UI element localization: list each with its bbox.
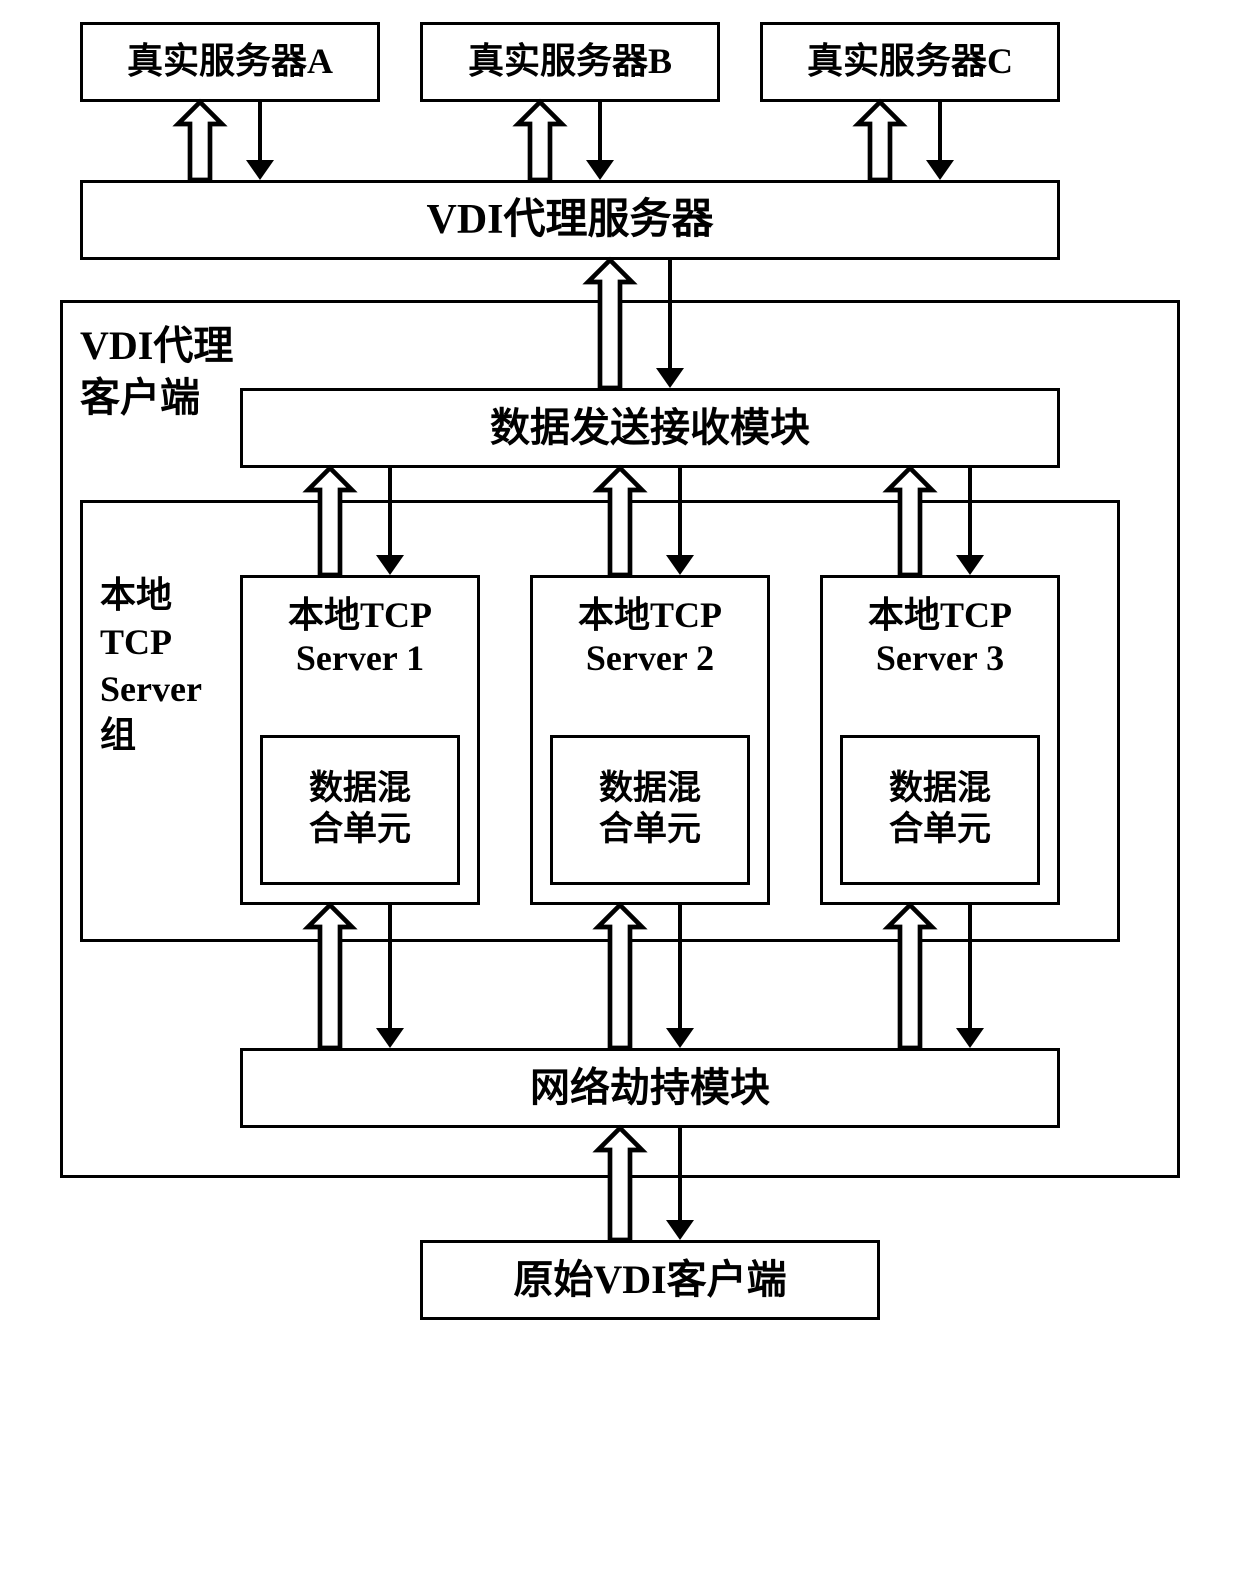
data-mix-unit-3: 数据混 合单元 — [840, 735, 1040, 885]
network-hijack-module: 网络劫持模块 — [240, 1048, 1060, 1128]
server-a: 真实服务器A — [80, 22, 380, 102]
local-tcp-server-2-title: 本地TCP Server 2 — [533, 594, 767, 680]
tcp-group-label: 本地 TCP Server 组 — [100, 572, 202, 759]
vdi-client-label: VDI代理 客户端 — [80, 320, 233, 424]
server-b: 真实服务器B — [420, 22, 720, 102]
original-vdi-client: 原始VDI客户端 — [420, 1240, 880, 1320]
server-c: 真实服务器C — [760, 22, 1060, 102]
local-tcp-server-3-title: 本地TCP Server 3 — [823, 594, 1057, 680]
vdi-proxy-server: VDI代理服务器 — [80, 180, 1060, 260]
data-send-receive-module: 数据发送接收模块 — [240, 388, 1060, 468]
local-tcp-server-1-title: 本地TCP Server 1 — [243, 594, 477, 680]
data-mix-unit-1: 数据混 合单元 — [260, 735, 460, 885]
data-mix-unit-2: 数据混 合单元 — [550, 735, 750, 885]
diagram-root: VDI代理 客户端本地 TCP Server 组 真实服务器A 真实服务器B 真实服务… — [0, 0, 1240, 1569]
